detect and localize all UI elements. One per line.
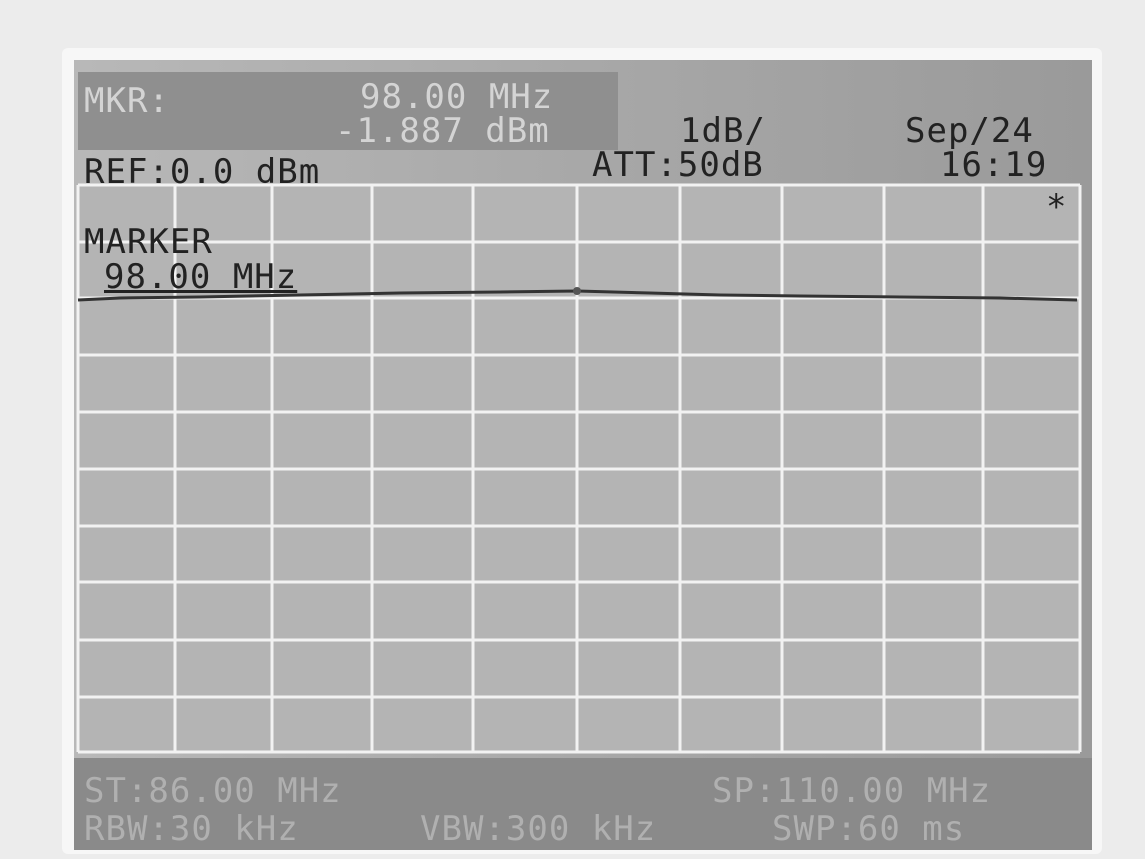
marker-frequency: 98.00 MHz bbox=[104, 260, 297, 294]
start-frequency: ST:86.00 MHz bbox=[84, 774, 342, 808]
marker-point bbox=[573, 287, 581, 295]
rbw: RBW:30 kHz bbox=[84, 812, 299, 846]
marker-label: MKR: bbox=[84, 84, 170, 118]
stop-frequency: SP:110.00 MHz bbox=[712, 774, 991, 808]
page: MKR: 98.00 MHz -1.887 dBm 1dB/ Sep/24 RE… bbox=[0, 0, 1145, 859]
marker-level: -1.887 dBm bbox=[335, 114, 550, 148]
star: * bbox=[1046, 190, 1067, 224]
sweep-time: SWP:60 ms bbox=[772, 812, 965, 846]
attenuation: ATT:50dB bbox=[592, 148, 764, 182]
time: 16:19 bbox=[940, 148, 1047, 182]
marker-title: MARKER bbox=[84, 225, 213, 259]
reference-level: REF:0.0 dBm bbox=[84, 155, 320, 189]
vbw: VBW:300 kHz bbox=[420, 812, 656, 846]
marker-freq: 98.00 MHz bbox=[360, 80, 553, 114]
date: Sep/24 bbox=[905, 114, 1034, 148]
scale: 1dB/ bbox=[680, 114, 766, 148]
